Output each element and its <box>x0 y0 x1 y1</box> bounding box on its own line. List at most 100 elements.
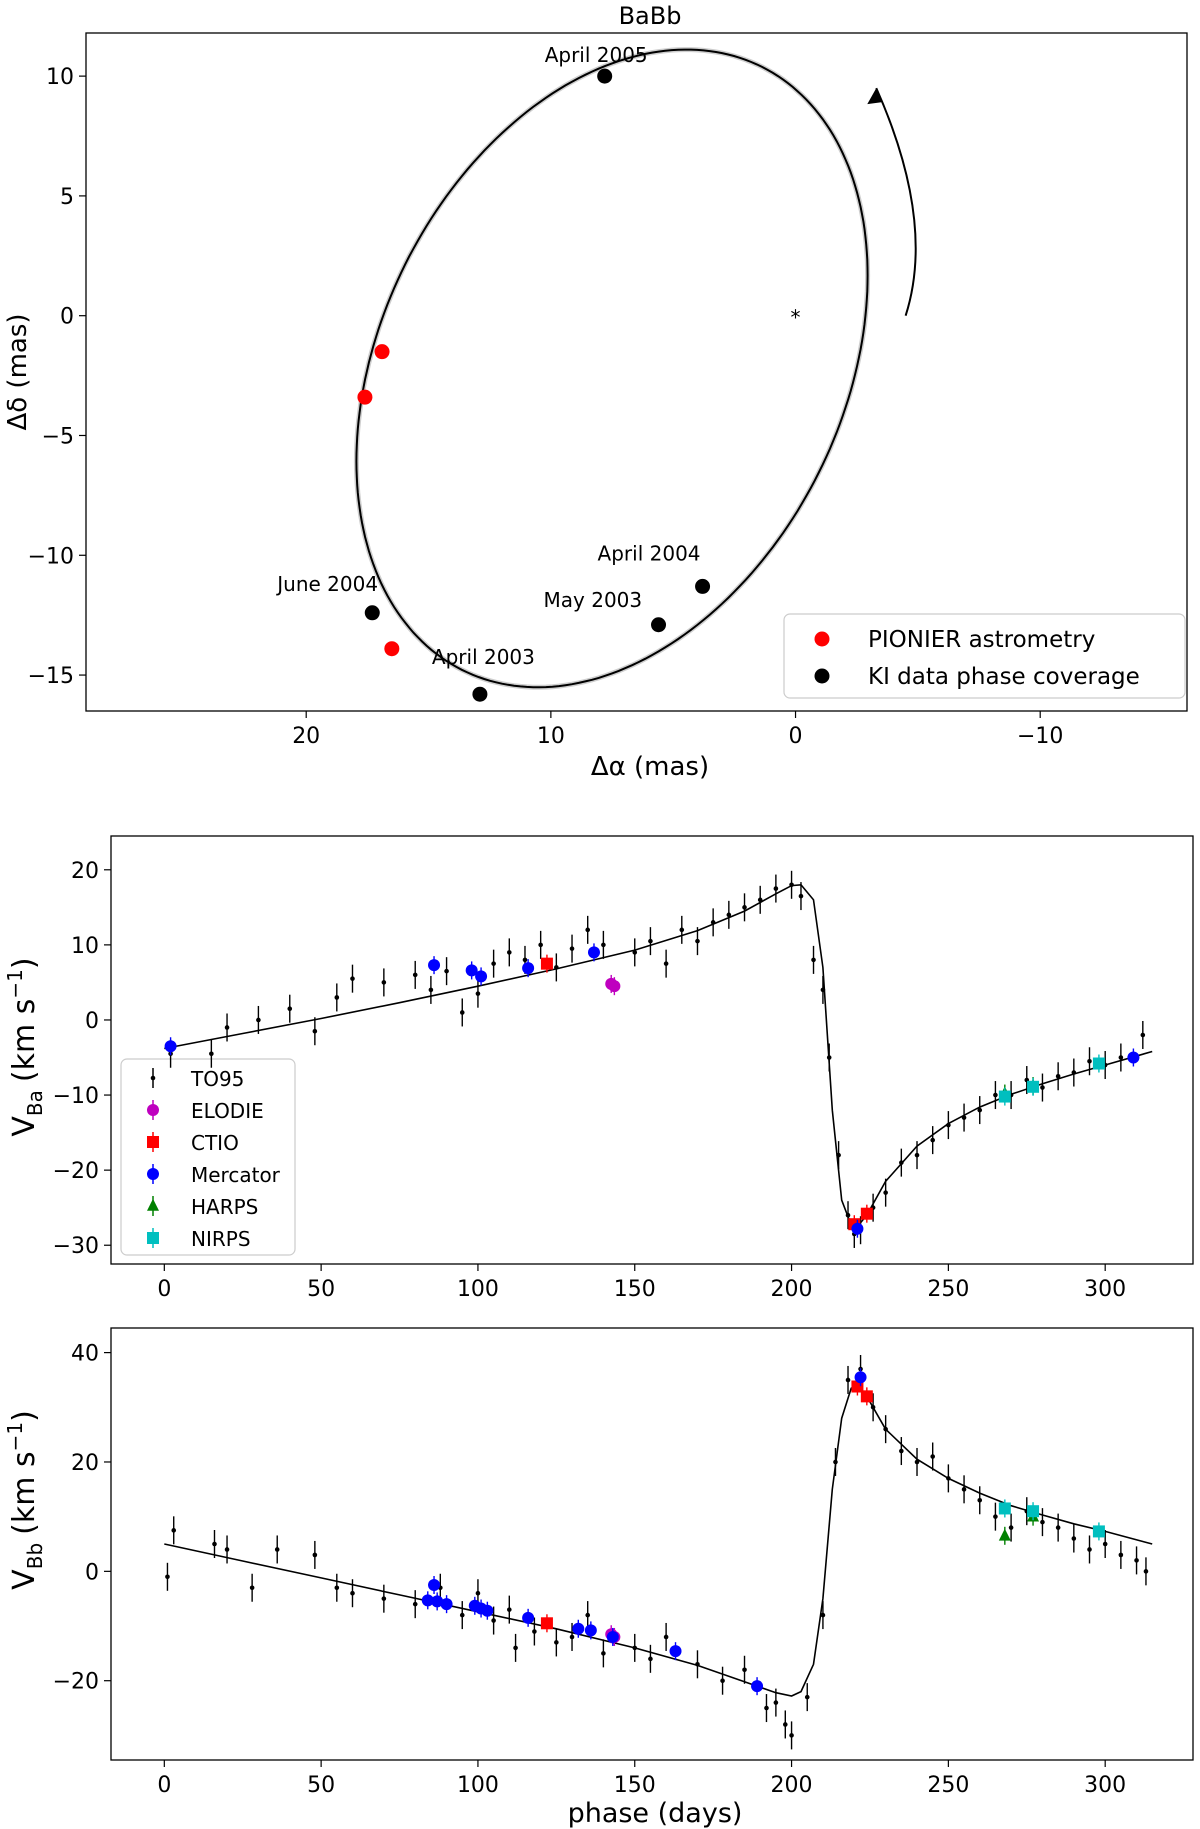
x-tick-label: 0 <box>157 1773 171 1798</box>
data-point <box>1118 1552 1124 1558</box>
data-point <box>164 1040 177 1053</box>
legend-label: TO95 <box>190 1067 244 1091</box>
pionier-point <box>357 389 373 405</box>
data-point <box>669 1645 682 1658</box>
data-point <box>883 1190 888 1195</box>
x-tick-label: 250 <box>927 1277 969 1302</box>
y-tick-label: 5 <box>60 185 74 210</box>
y-axis-label: VBa (km s−1) <box>3 957 47 1136</box>
data-point <box>773 1700 779 1705</box>
legend-marker <box>150 1075 156 1081</box>
data-point <box>789 1733 794 1738</box>
data-point <box>538 942 543 948</box>
v-ba-panel: VBa (km s−1) TO95 ELODIE CTIO Mercator HARPS N… <box>3 835 1194 1302</box>
data-point <box>833 1459 838 1465</box>
data-point <box>998 1502 1011 1515</box>
data-point <box>522 962 535 975</box>
data-point <box>1027 1080 1040 1093</box>
data-point <box>851 1222 864 1235</box>
data-point <box>475 991 481 996</box>
y-tick-label: 0 <box>60 305 74 330</box>
data-point <box>870 1404 876 1410</box>
data-point <box>412 972 418 978</box>
epoch-label: May 2003 <box>544 588 643 612</box>
data-point <box>569 1634 575 1640</box>
pionier-point <box>384 641 400 657</box>
y-tick-label: −10 <box>28 544 74 569</box>
data-point <box>585 927 591 933</box>
y-tick-label: 0 <box>85 1560 99 1585</box>
legend-box <box>783 613 1186 699</box>
data-point <box>440 1598 453 1611</box>
x-axis-label: phase (days) <box>568 1798 743 1829</box>
data-point <box>554 1640 559 1645</box>
data-point <box>491 961 496 966</box>
data-point <box>663 1634 669 1640</box>
data-point <box>249 1585 255 1591</box>
data-point <box>165 1574 170 1580</box>
data-point <box>171 1528 177 1533</box>
x-tick-label: 150 <box>614 1277 656 1302</box>
data-point <box>820 987 826 993</box>
data-point <box>212 1541 217 1547</box>
data-point <box>601 942 606 948</box>
ki-point <box>695 578 711 594</box>
data-point <box>459 1612 465 1618</box>
legend-box <box>120 1058 296 1256</box>
legend-label: NIRPS <box>191 1227 251 1251</box>
data-point <box>782 1722 788 1727</box>
y-tick-label: −5 <box>42 424 74 449</box>
data-point <box>930 1137 935 1143</box>
legend-marker <box>814 668 830 684</box>
data-point <box>513 1645 518 1651</box>
x-tick-label: 0 <box>789 724 803 749</box>
data-point <box>585 1612 591 1618</box>
legend-label: KI data phase coverage <box>868 664 1140 690</box>
legend-marker <box>814 631 830 647</box>
data-point <box>648 938 653 944</box>
data-point <box>428 1579 441 1592</box>
v-bb-panel: phase (days) VBb(km s−1) 0 50 100 150 200 250… <box>3 1327 1194 1829</box>
y-label-exp: −1 <box>3 1422 27 1451</box>
data-point <box>742 1667 747 1673</box>
legend-label: ELODIE <box>191 1099 264 1123</box>
data-point <box>1008 1525 1014 1530</box>
data-point <box>836 1152 841 1158</box>
data-point <box>977 1107 983 1113</box>
data-point <box>475 970 488 983</box>
y-axis-label: Δδ (mas) <box>3 313 33 430</box>
epoch-label: June 2004 <box>275 572 378 596</box>
data-point <box>475 1590 481 1596</box>
data-point <box>993 1514 998 1519</box>
data-point <box>224 1547 230 1552</box>
data-point <box>914 1152 920 1158</box>
data-point <box>540 1617 553 1630</box>
y-label-close: ) <box>7 957 42 969</box>
data-point <box>961 1487 967 1492</box>
data-point <box>820 1612 826 1618</box>
x-tick-label: 20 <box>292 724 320 749</box>
x-tick-label: 250 <box>927 1773 969 1798</box>
data-point <box>773 886 779 891</box>
y-label-main: V <box>7 1116 42 1137</box>
direction-arrow <box>875 87 917 317</box>
data-point <box>554 965 559 970</box>
data-point <box>764 1705 769 1711</box>
plot-frame <box>85 32 1188 712</box>
data-point <box>1127 1051 1140 1064</box>
x-tick-label: −10 <box>1017 724 1063 749</box>
orbit-panel: BaBb Δα (mas) Δδ (mas) PIONIER astrometr… <box>3 2 1188 782</box>
data-point <box>381 980 387 985</box>
data-point <box>998 1090 1011 1103</box>
data-point <box>481 1604 494 1617</box>
data-point <box>845 1212 851 1218</box>
data-point <box>710 920 716 925</box>
y-tick-label: −20 <box>53 1159 99 1184</box>
legend-label: PIONIER astrometry <box>868 627 1095 653</box>
data-point <box>350 976 355 981</box>
data-point <box>334 995 340 1000</box>
data-point <box>224 1025 230 1030</box>
data-point <box>899 1448 904 1454</box>
data-point <box>1118 1055 1124 1060</box>
data-point <box>606 1630 619 1643</box>
